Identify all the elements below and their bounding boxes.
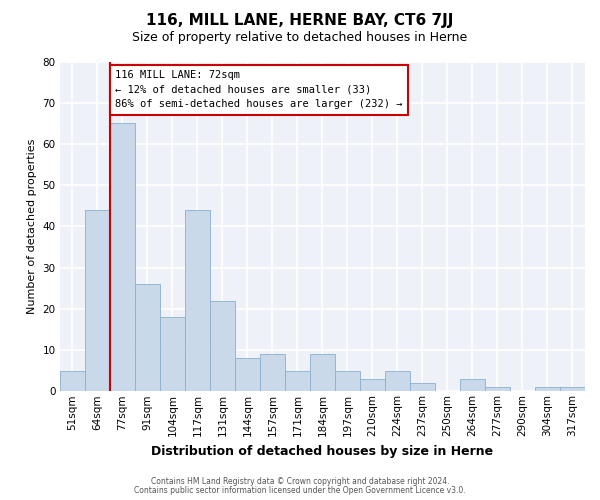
Bar — [210, 300, 235, 392]
Bar — [60, 370, 85, 392]
Text: Contains HM Land Registry data © Crown copyright and database right 2024.: Contains HM Land Registry data © Crown c… — [151, 477, 449, 486]
Bar — [460, 379, 485, 392]
Bar — [160, 317, 185, 392]
X-axis label: Distribution of detached houses by size in Herne: Distribution of detached houses by size … — [151, 444, 493, 458]
Bar — [535, 387, 560, 392]
Bar — [385, 370, 410, 392]
Bar — [185, 210, 210, 392]
Bar — [360, 379, 385, 392]
Text: Size of property relative to detached houses in Herne: Size of property relative to detached ho… — [133, 32, 467, 44]
Bar — [485, 387, 510, 392]
Text: Contains public sector information licensed under the Open Government Licence v3: Contains public sector information licen… — [134, 486, 466, 495]
Bar — [560, 387, 585, 392]
Text: 116, MILL LANE, HERNE BAY, CT6 7JJ: 116, MILL LANE, HERNE BAY, CT6 7JJ — [146, 12, 454, 28]
Bar — [260, 354, 285, 392]
Bar — [235, 358, 260, 392]
Bar — [135, 284, 160, 392]
Bar — [285, 370, 310, 392]
Y-axis label: Number of detached properties: Number of detached properties — [27, 138, 37, 314]
Bar — [85, 210, 110, 392]
Bar — [110, 124, 135, 392]
Bar — [310, 354, 335, 392]
Bar — [335, 370, 360, 392]
Text: 116 MILL LANE: 72sqm
← 12% of detached houses are smaller (33)
86% of semi-detac: 116 MILL LANE: 72sqm ← 12% of detached h… — [115, 70, 403, 110]
Bar — [410, 383, 435, 392]
